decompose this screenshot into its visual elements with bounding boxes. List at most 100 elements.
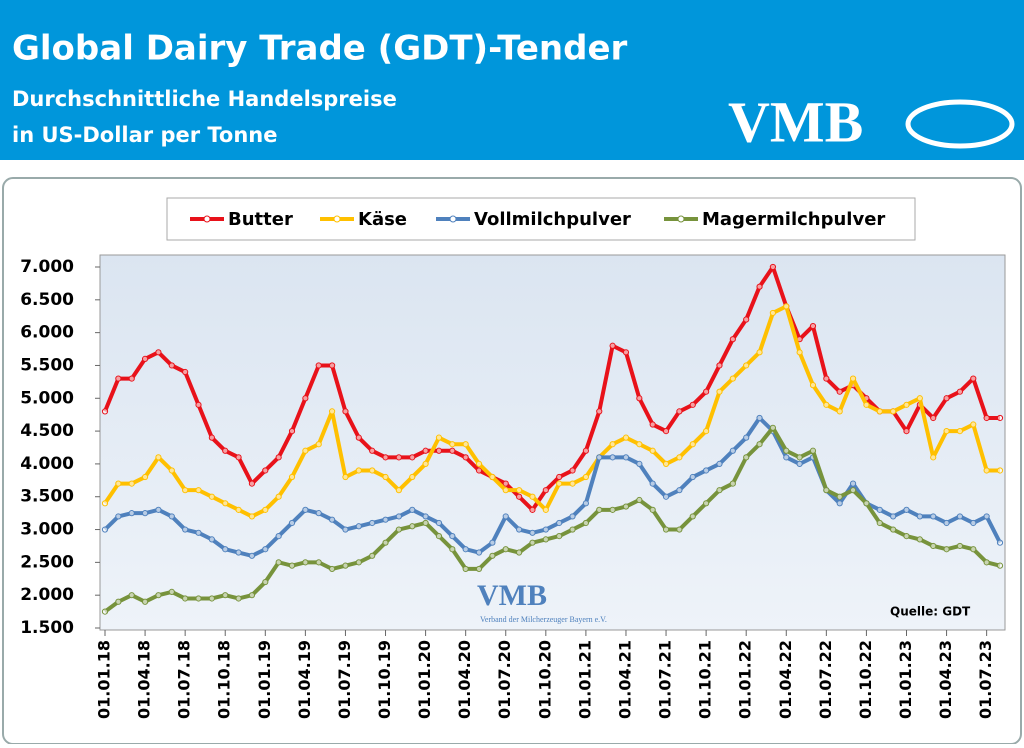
watermark-text: Verband der Milcherzeuger Bayern e.V. [480, 615, 607, 624]
point [409, 473, 416, 481]
point [903, 506, 910, 513]
point [836, 388, 843, 395]
point [569, 467, 576, 474]
x-tick-label: 01.10.19 [375, 640, 394, 719]
y-tick-label: 2.500 [20, 552, 74, 572]
point [382, 473, 389, 481]
subtitle: Durchschnittliche Handelspreise [12, 87, 397, 111]
point [516, 549, 523, 556]
y-tick-label: 2.000 [20, 585, 74, 605]
point [168, 513, 175, 520]
point [703, 388, 710, 395]
point [235, 454, 242, 461]
point [970, 546, 977, 553]
point [863, 500, 870, 507]
point [248, 480, 256, 487]
point [556, 533, 563, 540]
point [756, 441, 763, 448]
point [996, 539, 1004, 546]
point [609, 441, 616, 448]
point [903, 533, 910, 540]
x-tick-label: 01.07.19 [335, 640, 354, 719]
point [208, 536, 215, 543]
point [609, 342, 616, 349]
point [502, 513, 509, 520]
point [849, 375, 857, 382]
y-tick-label: 1.500 [20, 618, 74, 638]
point [890, 513, 897, 520]
point [462, 454, 469, 461]
logo-swoosh [905, 99, 1015, 149]
point [703, 467, 710, 474]
point [849, 480, 857, 487]
point [636, 395, 643, 402]
point [823, 487, 830, 494]
point [235, 549, 242, 556]
point [849, 487, 857, 494]
point [502, 480, 509, 487]
point [796, 349, 803, 356]
x-tick-label: 01.04.19 [295, 640, 314, 719]
point [676, 487, 683, 494]
point [369, 467, 376, 474]
point [622, 434, 630, 441]
point [649, 421, 656, 428]
point [395, 487, 402, 494]
point [876, 408, 883, 415]
y-tick-label: 6.500 [20, 290, 74, 310]
point [516, 487, 523, 494]
point [743, 316, 750, 323]
point [836, 493, 843, 500]
point [943, 546, 950, 553]
y-tick-label: 3.500 [20, 487, 74, 507]
point [262, 506, 269, 513]
legend-label: Käse [358, 209, 407, 230]
point [489, 539, 496, 546]
point [876, 506, 883, 513]
point [809, 447, 817, 454]
point [676, 408, 683, 415]
point [996, 467, 1004, 474]
point [128, 510, 135, 517]
y-tick-label: 5.000 [20, 388, 74, 408]
point [756, 349, 763, 356]
point [288, 473, 296, 481]
point [409, 506, 416, 513]
legend-label: Magermilchpulver [702, 209, 885, 230]
plot-area [99, 254, 1006, 631]
point [983, 467, 990, 474]
point [863, 401, 870, 408]
point [115, 480, 122, 487]
point [689, 513, 696, 520]
point [556, 480, 563, 487]
point [328, 362, 336, 369]
point [983, 414, 990, 422]
point [342, 408, 349, 415]
x-tick-label: 01.01.20 [415, 640, 434, 719]
point [556, 473, 563, 481]
point [956, 542, 964, 550]
point [115, 375, 122, 382]
point [422, 447, 429, 454]
point [609, 506, 616, 513]
y-tick-label: 3.000 [20, 520, 74, 540]
point [996, 414, 1004, 422]
point [369, 447, 376, 454]
point [101, 526, 109, 533]
x-tick-label: 01.01.22 [736, 640, 755, 719]
point [743, 434, 750, 441]
point [101, 608, 109, 615]
point [716, 487, 723, 494]
point [983, 559, 990, 566]
point [930, 542, 937, 550]
point [956, 513, 964, 520]
point [636, 460, 643, 468]
point [582, 519, 589, 527]
point [355, 523, 362, 530]
point [943, 519, 950, 527]
point [596, 408, 603, 415]
point [208, 493, 215, 500]
point [449, 441, 456, 448]
point [141, 355, 149, 362]
